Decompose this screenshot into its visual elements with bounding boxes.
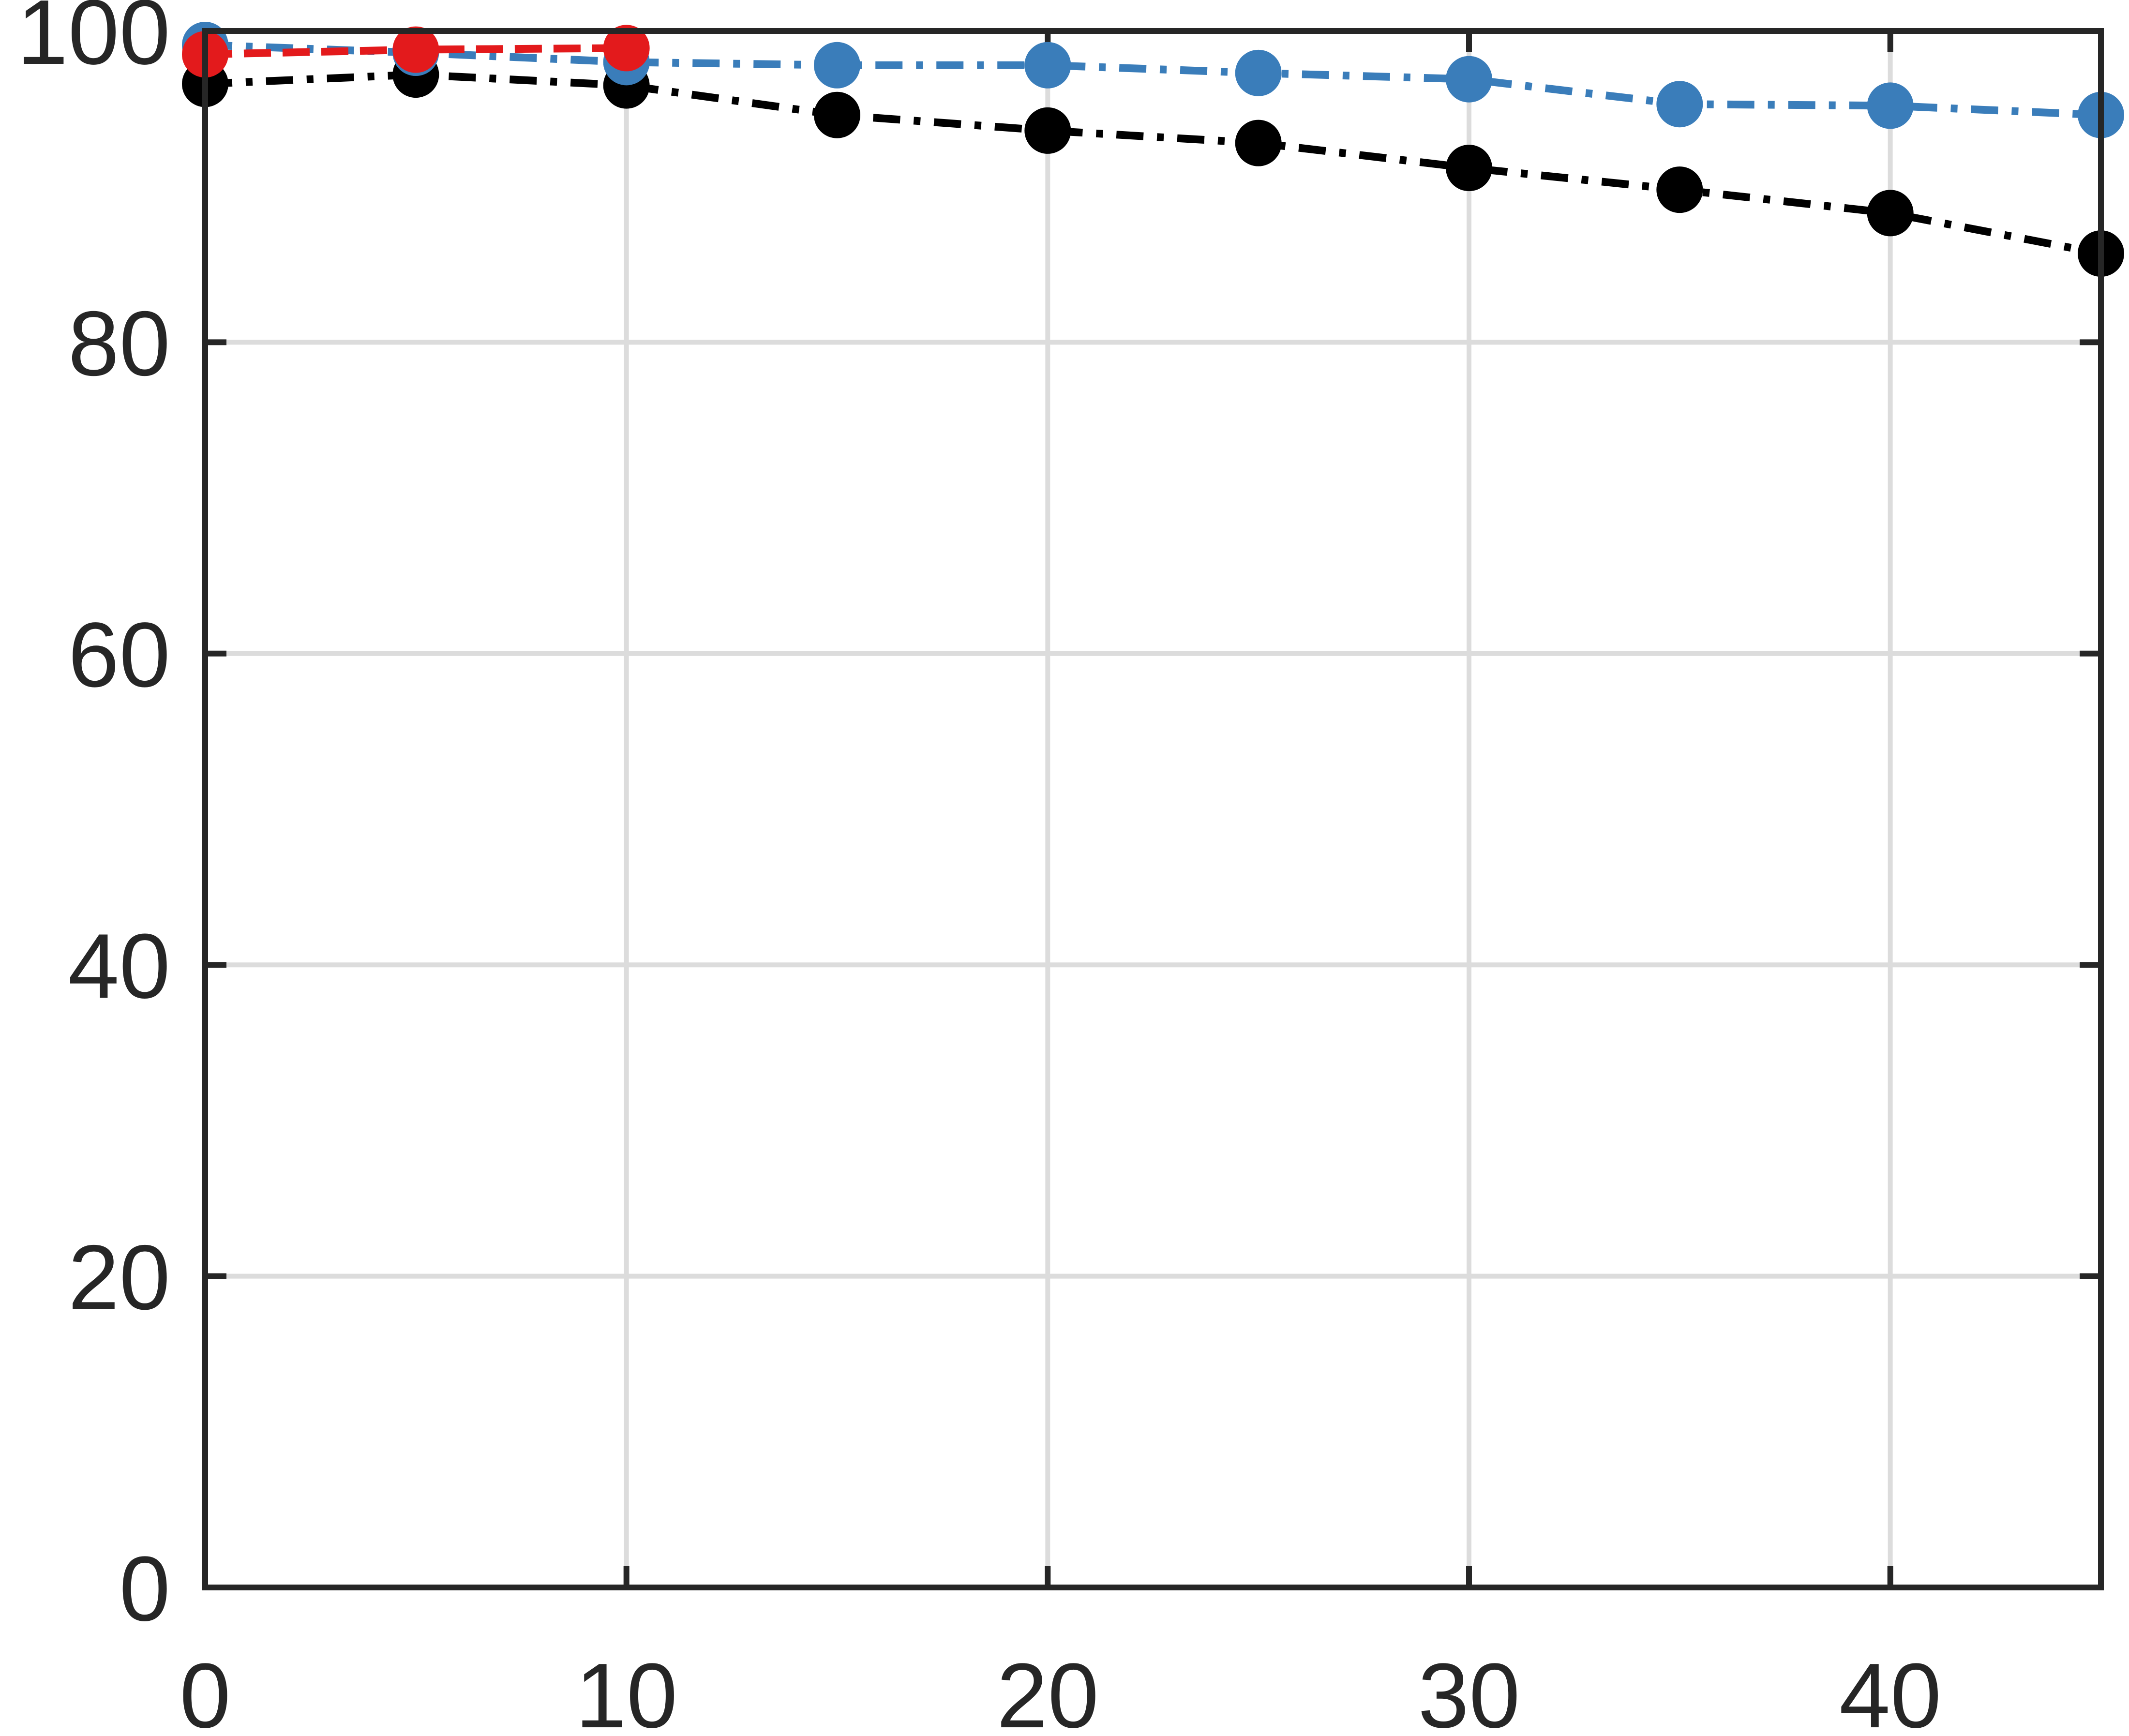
grid [205, 31, 2101, 1587]
data-point [1867, 82, 1914, 129]
y-tick-label: 60 [68, 604, 170, 706]
data-point [1446, 145, 1492, 192]
data-point [1024, 42, 1071, 89]
data-point [1656, 81, 1703, 128]
x-tick-label: 20 [997, 1645, 1099, 1736]
data-point [1656, 166, 1703, 213]
data-point [603, 25, 650, 72]
y-tick-label: 20 [68, 1227, 170, 1329]
series-1 [182, 51, 2124, 277]
data-point [1235, 49, 1282, 96]
data-point [814, 91, 860, 138]
x-tick-label: 30 [1418, 1645, 1520, 1736]
data-point [1867, 190, 1914, 237]
series-lines [182, 21, 2124, 277]
y-tick-label: 100 [17, 0, 170, 84]
y-tick-label: 80 [68, 292, 170, 395]
axis-ticks [202, 28, 2101, 1590]
x-tick-label: 40 [1839, 1645, 1941, 1736]
data-point [1024, 107, 1071, 154]
axes-frame [202, 28, 2104, 1590]
data-point [1235, 120, 1282, 166]
data-point [814, 42, 860, 89]
y-tick-label: 0 [119, 1538, 170, 1640]
x-tick-label: 10 [575, 1645, 677, 1736]
tick-labels: 0 10 20 30 40 0 20 40 60 80 100 [17, 0, 1941, 1736]
y-tick-label: 40 [68, 915, 170, 1018]
data-point [392, 26, 439, 73]
series-line [205, 71, 2102, 257]
data-point [1446, 56, 1492, 103]
x-tick-label: 0 [180, 1645, 231, 1736]
series-3 [182, 25, 650, 78]
series-line [205, 41, 2101, 119]
